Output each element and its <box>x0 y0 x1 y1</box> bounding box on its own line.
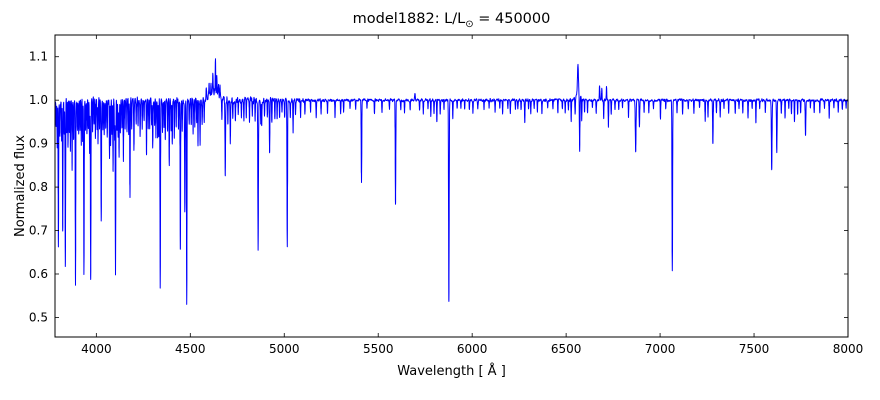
title-suffix: = 450000 <box>473 11 551 27</box>
x-tick-label: 5500 <box>363 342 394 356</box>
title-prefix: model1882: L/L <box>352 11 466 27</box>
y-tick-label: 1.0 <box>29 93 48 107</box>
y-tick-label: 0.8 <box>29 180 48 194</box>
y-tick-label: 0.6 <box>29 267 48 281</box>
x-tick-label: 5000 <box>269 342 300 356</box>
x-tick-label: 7500 <box>739 342 770 356</box>
x-tick-label: 8000 <box>833 342 864 356</box>
x-tick-label: 6500 <box>551 342 582 356</box>
x-axis-label: Wavelength [ Å ] <box>397 364 506 379</box>
x-tick-label: 4000 <box>81 342 112 356</box>
y-tick-label: 0.9 <box>29 137 48 151</box>
x-tick-label: 6000 <box>457 342 488 356</box>
chart-title: model1882: L/L⊙ = 450000 <box>55 11 848 30</box>
y-tick-label: 1.1 <box>29 50 48 64</box>
sun-symbol: ⊙ <box>465 18 474 30</box>
x-tick-label: 4500 <box>175 342 206 356</box>
plot-frame <box>54 34 849 338</box>
y-tick-label: 0.7 <box>29 224 48 238</box>
y-tick-label: 0.5 <box>29 310 48 324</box>
spectrum-line <box>55 58 848 305</box>
x-tick-label: 7000 <box>645 342 676 356</box>
